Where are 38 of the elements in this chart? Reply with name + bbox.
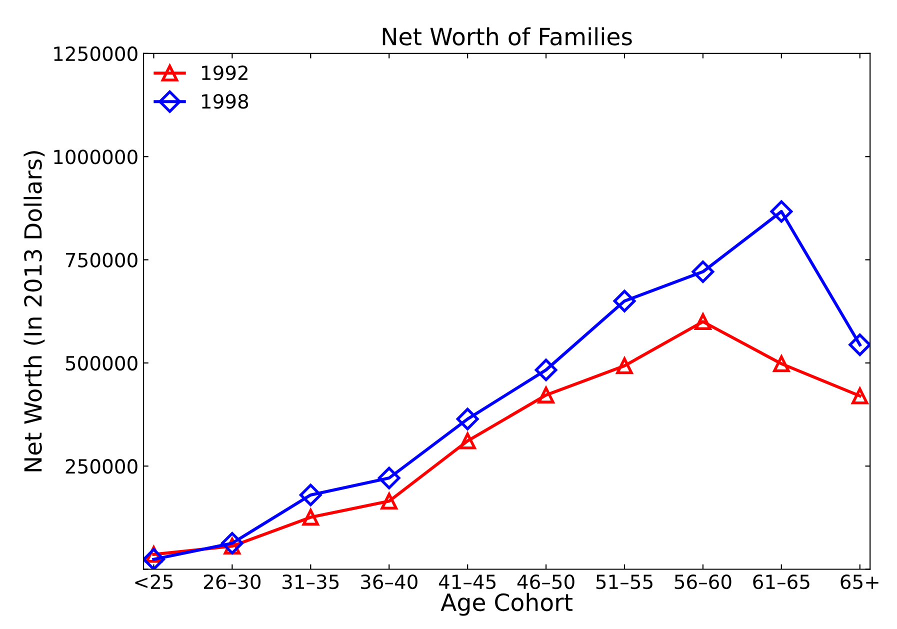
point xyxy=(459,432,476,450)
point xyxy=(692,260,714,283)
legend-label: 1998 xyxy=(202,94,248,109)
x-axis-title: Age Cohort xyxy=(440,592,572,616)
point xyxy=(773,355,790,372)
y-axis-title: Net Worth (In 2013 Dollars) xyxy=(24,151,45,472)
point xyxy=(144,548,165,570)
y-tick-label: 250000 xyxy=(66,459,138,474)
point xyxy=(694,313,712,330)
point xyxy=(538,386,554,404)
x-tick-label: 36–40 xyxy=(360,574,418,590)
x-tick-label: 65+ xyxy=(840,574,878,590)
legend-label: 1992 xyxy=(202,65,248,80)
x-tick-label: 26–30 xyxy=(204,574,260,590)
x-tick-label: 41–45 xyxy=(438,574,496,590)
point xyxy=(299,484,322,506)
x-tick-label: <25 xyxy=(135,574,173,590)
point xyxy=(852,388,868,404)
point xyxy=(378,466,400,490)
point xyxy=(456,408,479,430)
chart-title: Net Worth of Families xyxy=(382,27,632,46)
point xyxy=(770,200,793,223)
y-tick-label: 750000 xyxy=(66,252,138,268)
x-tick-label: 51–55 xyxy=(596,574,652,590)
point xyxy=(220,532,244,554)
x-tick-label: 46–50 xyxy=(517,574,574,590)
point xyxy=(302,508,319,526)
x-tick-label: 31–35 xyxy=(282,574,339,590)
y-tick-label: 1250000 xyxy=(54,46,138,62)
x-tick-label: 56–60 xyxy=(674,574,732,590)
point xyxy=(534,358,558,382)
point xyxy=(848,334,870,356)
x-tick-label: 61–65 xyxy=(753,574,810,590)
y-tick-label: 500000 xyxy=(66,356,138,371)
point xyxy=(616,357,633,374)
point xyxy=(613,290,636,312)
point xyxy=(380,492,398,510)
y-tick-label: 1000000 xyxy=(54,150,138,164)
